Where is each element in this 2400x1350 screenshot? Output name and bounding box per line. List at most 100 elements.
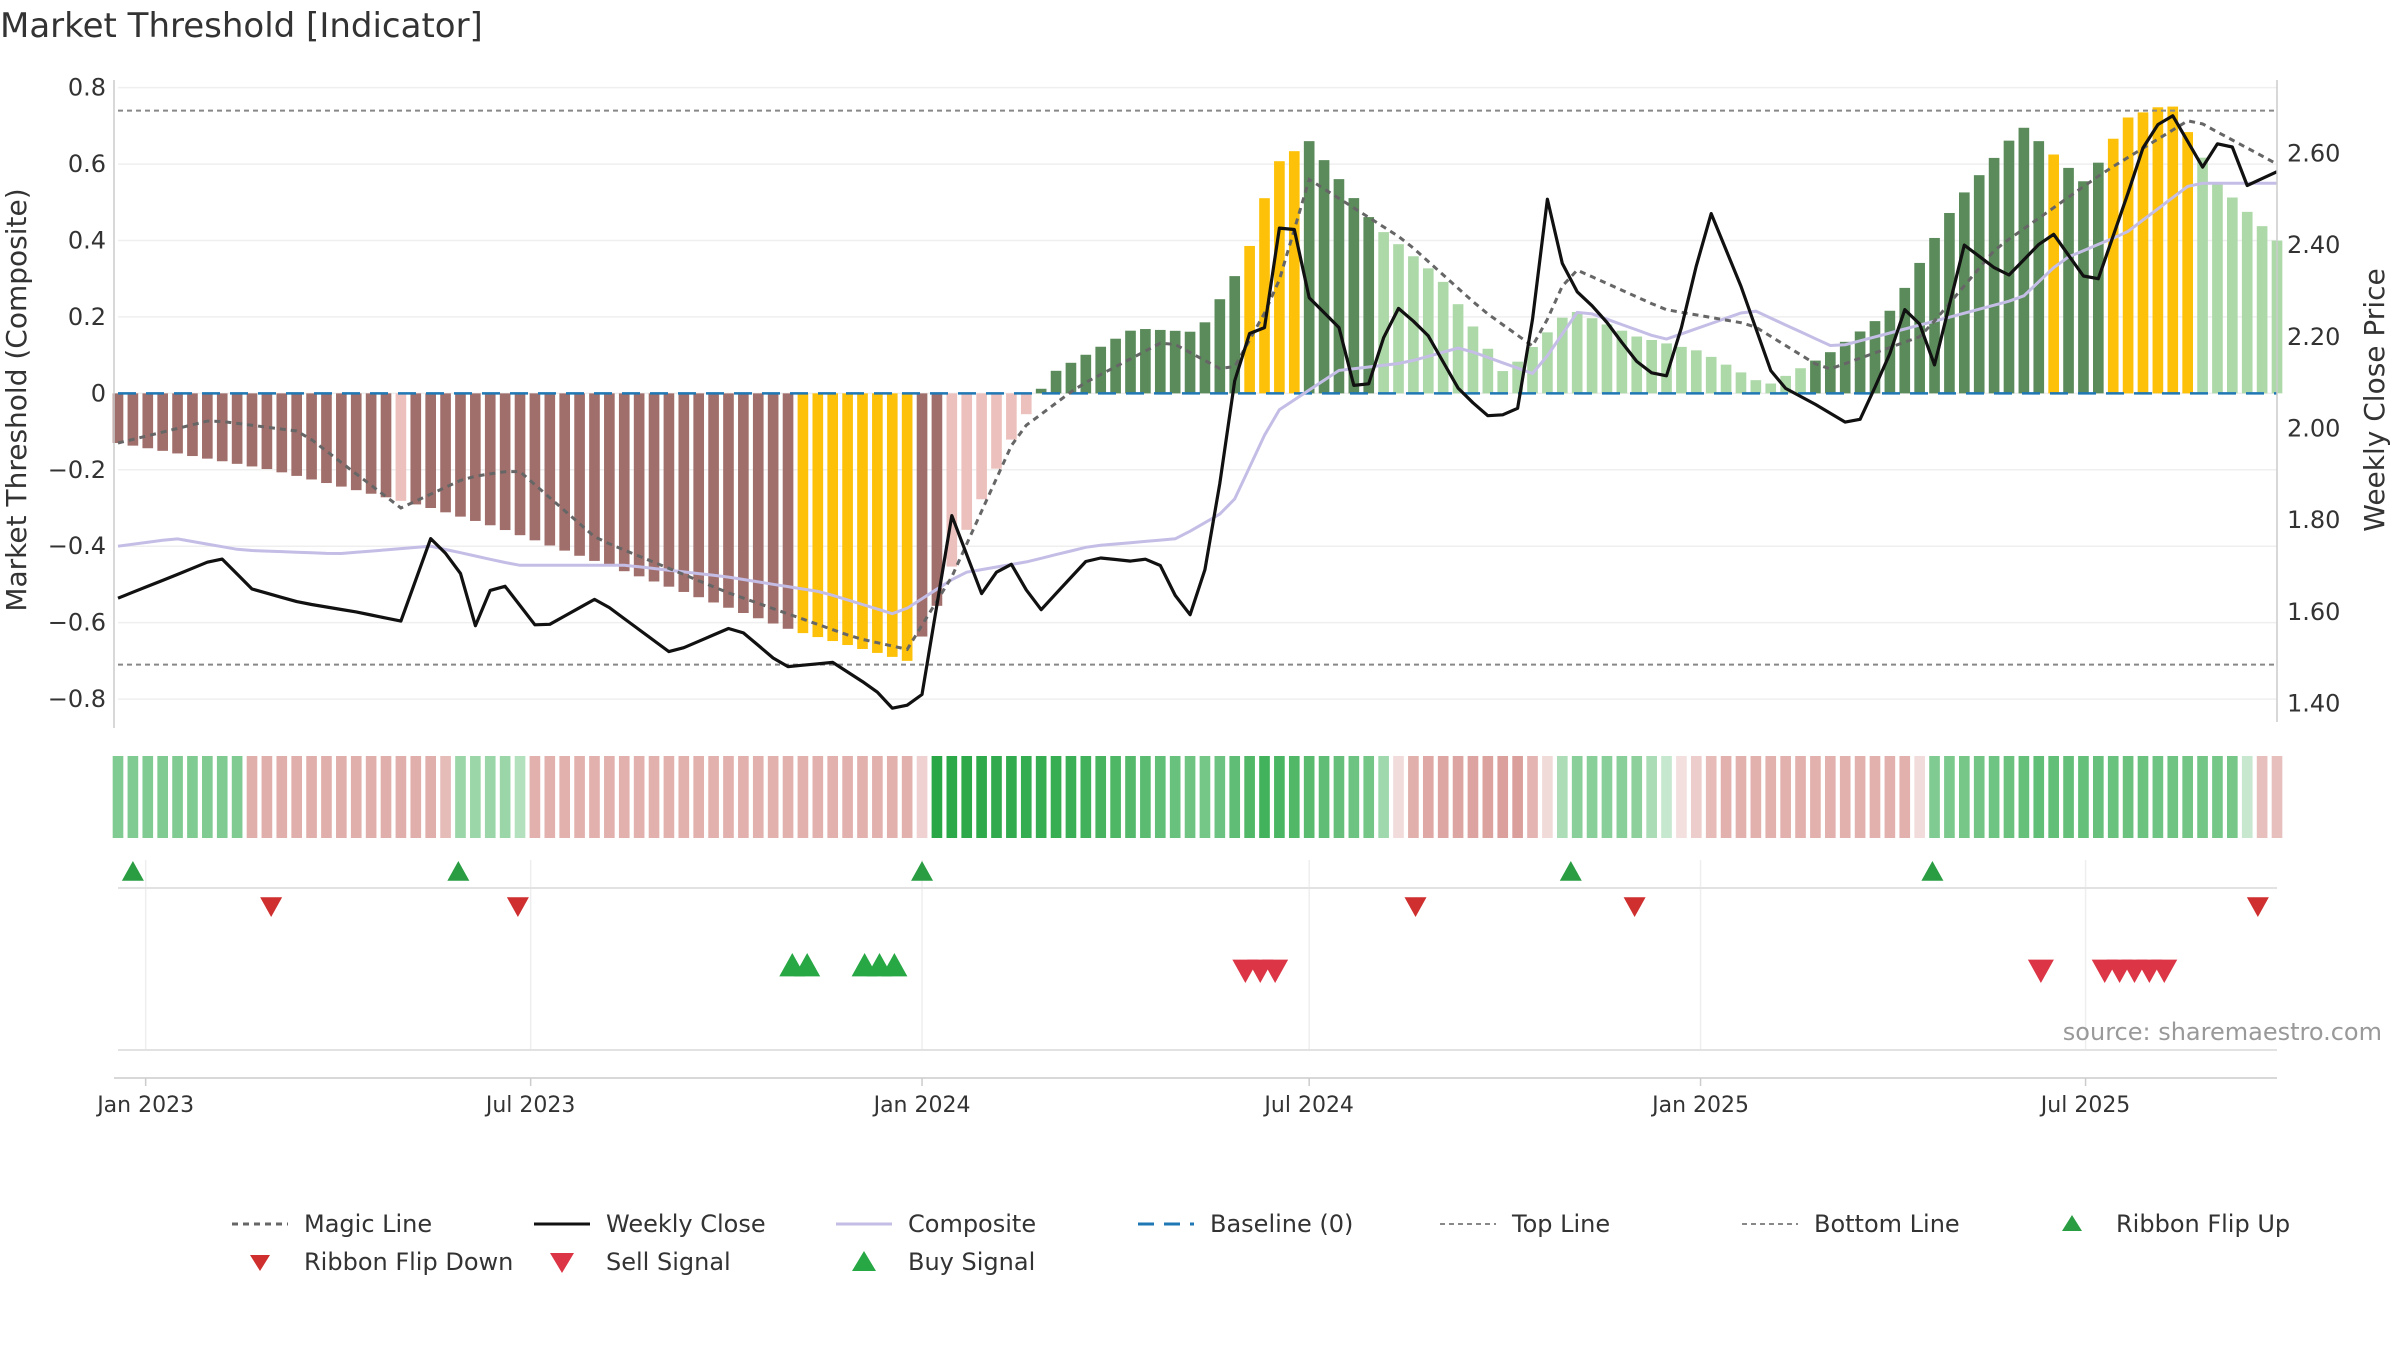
ribbon-cell bbox=[1631, 756, 1643, 838]
ribbon-cell bbox=[1556, 756, 1568, 838]
composite-bar bbox=[1408, 256, 1419, 394]
ribbon-cell bbox=[1333, 756, 1345, 838]
composite-bar bbox=[886, 393, 898, 657]
composite-bar bbox=[2063, 167, 2074, 394]
composite-bar bbox=[1571, 311, 1583, 394]
ribbon-cell bbox=[112, 756, 124, 838]
composite-bar bbox=[767, 393, 779, 624]
ribbon-cell bbox=[350, 756, 362, 838]
legend-swatch bbox=[1136, 1211, 1196, 1237]
composite-bar bbox=[1765, 383, 1777, 394]
legend-swatch bbox=[2042, 1211, 2102, 1237]
composite-bar bbox=[723, 393, 734, 608]
composite-bar bbox=[514, 393, 526, 536]
composite-bar bbox=[1482, 348, 1494, 394]
ribbon-cell bbox=[574, 756, 585, 838]
composite-bar bbox=[2107, 138, 2119, 394]
ribbon-cell bbox=[1988, 756, 2000, 838]
composite-bar bbox=[1422, 268, 1434, 394]
ribbon-cell bbox=[976, 756, 987, 838]
composite-line bbox=[117, 181, 2277, 616]
legend-swatch bbox=[834, 1249, 894, 1275]
ribbon-cell bbox=[172, 756, 183, 838]
composite-bar bbox=[499, 393, 511, 531]
buy-signal-marker bbox=[881, 953, 908, 977]
ribbon-cell bbox=[1720, 756, 1732, 838]
ribbon-cell bbox=[1661, 756, 1672, 838]
legend-item: Buy Signal bbox=[834, 1243, 1136, 1281]
ribbon-cell bbox=[321, 756, 332, 838]
ribbon-cell bbox=[1482, 756, 1494, 838]
composite-bar bbox=[1333, 179, 1345, 394]
composite-bar bbox=[291, 393, 302, 476]
composite-bar bbox=[752, 393, 764, 619]
ribbon-cell bbox=[1929, 756, 1940, 838]
legend-swatch bbox=[834, 1211, 894, 1237]
ribbon-cell bbox=[604, 756, 615, 838]
ribbon-cell bbox=[633, 756, 645, 838]
ribbon-cell bbox=[1348, 756, 1360, 838]
ribbon-cell bbox=[1303, 756, 1315, 838]
composite-bar bbox=[172, 393, 183, 454]
ribbon-cell bbox=[2003, 756, 2015, 838]
ribbon-cell bbox=[1586, 756, 1598, 838]
legend-label: Bottom Line bbox=[1814, 1210, 1960, 1238]
composite-bar bbox=[470, 393, 481, 521]
composite-bar bbox=[1288, 151, 1300, 394]
ribbon-cell bbox=[931, 756, 943, 838]
ribbon-cell bbox=[2033, 756, 2045, 838]
ribbon-cell bbox=[827, 756, 839, 838]
composite-bar bbox=[1616, 330, 1628, 394]
legend: Magic Line Weekly Close Composite Baseline … bbox=[230, 1205, 2380, 1281]
legend-swatch bbox=[1740, 1211, 1800, 1237]
ribbon-cell bbox=[618, 756, 630, 838]
composite-bar bbox=[2182, 132, 2193, 394]
y-left-tick-label: 0.8 bbox=[68, 74, 106, 102]
y-right-tick-label: 2.40 bbox=[2287, 231, 2340, 259]
ribbon-cell bbox=[1854, 756, 1866, 838]
ribbon-cell bbox=[1601, 756, 1613, 838]
composite-bar bbox=[991, 393, 1002, 469]
composite-bar bbox=[2137, 112, 2149, 394]
ribbon-cell bbox=[1467, 756, 1479, 838]
legend-item: Ribbon Flip Down bbox=[230, 1243, 532, 1281]
ribbon-cell bbox=[648, 756, 660, 838]
composite-bar bbox=[1929, 237, 1940, 394]
x-tick-label: Jan 2025 bbox=[1650, 1093, 1749, 1118]
x-tick-label: Jul 2023 bbox=[484, 1093, 576, 1118]
composite-bar bbox=[1646, 339, 1657, 394]
composite-bar bbox=[1050, 370, 1062, 394]
composite-bar bbox=[157, 393, 168, 451]
ribbon-cell bbox=[1616, 756, 1628, 838]
ribbon-cell bbox=[1512, 756, 1523, 838]
composite-bar bbox=[1676, 346, 1687, 394]
composite-bar bbox=[1705, 356, 1717, 394]
composite-bar bbox=[1690, 350, 1702, 394]
composite-bar bbox=[1527, 347, 1538, 394]
ribbon-flip-down-marker bbox=[1404, 897, 1427, 917]
ribbon-cell bbox=[1318, 756, 1330, 838]
ribbon-cell bbox=[1199, 756, 1211, 838]
ribbon-cell bbox=[231, 756, 243, 838]
ribbon-cell bbox=[484, 756, 496, 838]
ribbon-cell bbox=[812, 756, 824, 838]
ribbon-cell bbox=[2256, 756, 2268, 838]
composite-bar bbox=[1542, 332, 1553, 394]
ribbon-cell bbox=[142, 756, 154, 838]
composite-bar bbox=[261, 393, 273, 470]
composite-bar bbox=[1869, 321, 1881, 394]
ribbon-cell bbox=[1035, 756, 1047, 838]
composite-bar bbox=[1958, 192, 1970, 394]
composite-bar bbox=[306, 393, 317, 480]
y-left-tick-label: 0 bbox=[91, 379, 106, 407]
ribbon-flip-down-marker bbox=[506, 897, 529, 917]
ribbon-cell bbox=[2018, 756, 2030, 838]
y-right-tick-label: 2.60 bbox=[2287, 139, 2340, 167]
composite-bar bbox=[1110, 338, 1121, 394]
axes: 0.8 0.6 0.4 0.2 0 −0.2 −0.4 −0.6 −0.8 2.60 2.40 2.2… bbox=[48, 74, 2341, 1118]
ribbon-cell bbox=[514, 756, 526, 838]
legend-item: Composite bbox=[834, 1205, 1136, 1243]
ribbon-cell bbox=[2078, 756, 2089, 838]
composite-bar bbox=[1497, 371, 1509, 394]
composite-bar bbox=[1259, 198, 1270, 394]
